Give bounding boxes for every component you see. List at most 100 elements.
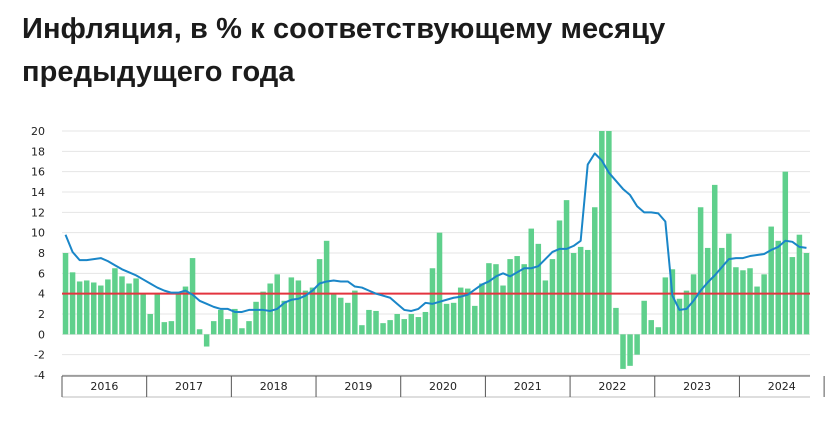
x-axis: 2016 2017 2018 2019 2020 2021 2022 2023 2024 bbox=[61, 375, 825, 398]
inflation-bar bbox=[401, 319, 407, 335]
inflation-bar bbox=[119, 276, 125, 335]
inflation-bar bbox=[253, 301, 259, 335]
year-label: 2017 bbox=[175, 380, 203, 393]
inflation-bar bbox=[599, 131, 605, 335]
inflation-bar bbox=[690, 274, 697, 335]
inflation-bar bbox=[154, 293, 161, 335]
inflation-bar bbox=[330, 293, 337, 335]
inflation-bar bbox=[662, 277, 669, 335]
inflation-bar bbox=[352, 290, 358, 335]
inflation-bar bbox=[768, 226, 774, 335]
inflation-bar bbox=[577, 246, 584, 335]
inflation-bar bbox=[493, 264, 499, 335]
inflation-bar bbox=[697, 207, 704, 335]
inflation-bar bbox=[740, 270, 746, 335]
inflation-bar bbox=[443, 303, 450, 335]
inflation-bar bbox=[733, 267, 739, 335]
y-tick-label: 6 bbox=[38, 267, 45, 280]
inflation-bar bbox=[288, 277, 295, 335]
inflation-bar bbox=[133, 278, 139, 335]
y-tick-label: 12 bbox=[31, 206, 45, 219]
inflation-bar bbox=[302, 290, 309, 335]
inflation-bar bbox=[683, 290, 690, 335]
inflation-bar bbox=[775, 240, 781, 335]
inflation-bar bbox=[140, 293, 146, 335]
inflation-bar bbox=[627, 334, 633, 366]
inflation-bar bbox=[246, 321, 252, 335]
inflation-bar bbox=[210, 321, 217, 335]
inflation-bar bbox=[203, 334, 210, 347]
chart-title: Инфляция, в % к соответствующему месяцу … bbox=[22, 13, 666, 88]
year-label: 2023 bbox=[683, 380, 711, 393]
year-label: 2024 bbox=[768, 380, 796, 393]
inflation-bar bbox=[549, 259, 556, 335]
inflation-bar bbox=[719, 247, 725, 335]
y-tick-label: 10 bbox=[31, 227, 45, 240]
inflation-bar bbox=[422, 311, 429, 335]
inflation-bar bbox=[514, 256, 520, 335]
inflation-bar bbox=[655, 327, 662, 335]
inflation-bar bbox=[563, 200, 570, 335]
year-label: 2022 bbox=[598, 380, 626, 393]
inflation-bar bbox=[457, 287, 464, 335]
year-label: 2016 bbox=[90, 380, 118, 393]
inflation-bar bbox=[260, 291, 266, 335]
inflation-bar bbox=[105, 279, 111, 335]
inflation-bar bbox=[112, 268, 118, 335]
inflation-bar bbox=[704, 247, 711, 335]
grid-lines bbox=[62, 130, 810, 376]
inflation-bar bbox=[479, 283, 485, 335]
inflation-bar bbox=[387, 320, 393, 335]
inflation-bar bbox=[761, 274, 767, 335]
inflation-bar bbox=[450, 302, 457, 335]
y-tick-label: 14 bbox=[31, 186, 45, 199]
inflation-bar bbox=[521, 264, 527, 335]
inflation-bar bbox=[634, 334, 640, 355]
inflation-bar bbox=[726, 233, 732, 335]
inflation-bar bbox=[754, 286, 760, 335]
inflation-bar bbox=[345, 302, 351, 335]
inflation-bar bbox=[161, 322, 168, 335]
inflation-bar bbox=[789, 257, 796, 335]
inflation-bar bbox=[542, 280, 549, 335]
year-label: 2019 bbox=[344, 380, 372, 393]
inflation-bar bbox=[394, 314, 400, 335]
inflation-bar bbox=[415, 317, 422, 335]
inflation-bar bbox=[83, 280, 90, 335]
inflation-bar bbox=[472, 305, 478, 335]
inflation-bar bbox=[182, 286, 189, 335]
inflation-bar bbox=[359, 325, 365, 335]
inflation-bar bbox=[267, 283, 273, 335]
inflation-bar bbox=[465, 288, 471, 335]
inflation-bar bbox=[648, 320, 654, 335]
y-tick-label: -2 bbox=[34, 349, 45, 362]
inflation-bar bbox=[613, 307, 619, 335]
inflation-bar bbox=[669, 269, 676, 335]
inflation-bar bbox=[373, 310, 379, 335]
inflation-bar bbox=[676, 298, 683, 335]
inflation-bar bbox=[408, 314, 415, 335]
inflation-bar bbox=[711, 184, 718, 335]
y-tick-label: 20 bbox=[31, 125, 45, 138]
inflation-bar bbox=[281, 300, 288, 335]
year-label: 2021 bbox=[514, 380, 542, 393]
bar-series bbox=[62, 131, 810, 369]
inflation-bar bbox=[316, 259, 323, 335]
inflation-bar bbox=[309, 287, 316, 335]
y-axis-ticks: -4 -2 0 2 4 6 8 10 12 14 16 18 20 bbox=[31, 125, 45, 382]
inflation-bar bbox=[239, 328, 245, 335]
inflation-bar bbox=[225, 319, 231, 335]
inflation-bar bbox=[592, 207, 598, 335]
inflation-bar bbox=[429, 268, 436, 335]
inflation-bar bbox=[747, 268, 753, 335]
inflation-bar bbox=[641, 300, 647, 335]
inflation-bar bbox=[76, 281, 83, 335]
y-tick-label: -4 bbox=[34, 369, 45, 382]
inflation-bar bbox=[337, 297, 344, 335]
inflation-bar bbox=[556, 220, 563, 335]
inflation-bar bbox=[196, 329, 203, 335]
year-label: 2020 bbox=[429, 380, 457, 393]
inflation-bar bbox=[366, 309, 372, 335]
inflation-bar bbox=[380, 323, 386, 335]
inflation-bar bbox=[620, 334, 626, 369]
